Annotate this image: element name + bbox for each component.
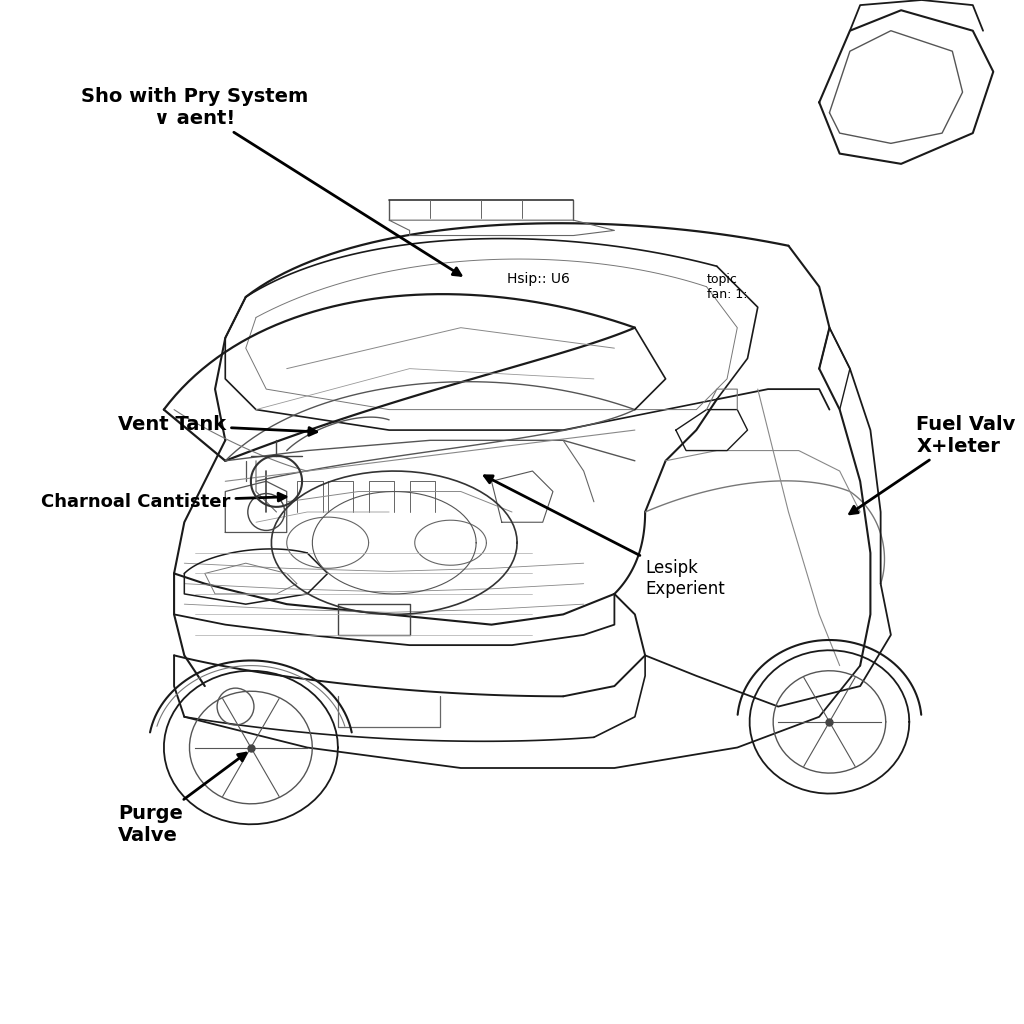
- Text: Vent Tank: Vent Tank: [118, 416, 316, 435]
- Text: topic
fan: 1:: topic fan: 1:: [707, 272, 748, 301]
- Text: Purge
Valve: Purge Valve: [118, 753, 246, 845]
- Text: Charnoal Cantister: Charnoal Cantister: [41, 493, 286, 511]
- Text: Hsip:: U6: Hsip:: U6: [507, 271, 569, 286]
- Text: Fuel Valv
X+leter: Fuel Valv X+leter: [850, 415, 1016, 514]
- Text: Sho with Pry System
∨ aent!: Sho with Pry System ∨ aent!: [81, 87, 461, 275]
- Text: Lesipk
Experient: Lesipk Experient: [484, 476, 725, 598]
